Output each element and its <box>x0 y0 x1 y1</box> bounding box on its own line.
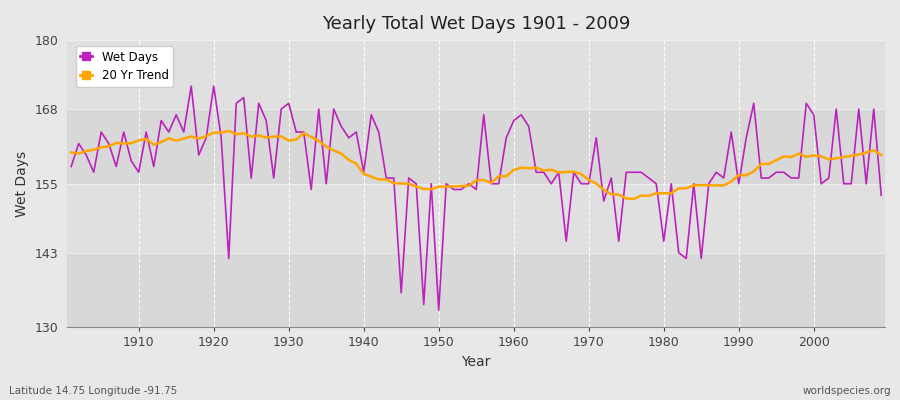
X-axis label: Year: Year <box>462 355 490 369</box>
Bar <box>68 184 885 253</box>
Bar <box>68 109 885 184</box>
Text: worldspecies.org: worldspecies.org <box>803 386 891 396</box>
Title: Yearly Total Wet Days 1901 - 2009: Yearly Total Wet Days 1901 - 2009 <box>322 15 630 33</box>
Y-axis label: Wet Days: Wet Days <box>15 151 29 217</box>
Bar <box>68 253 885 328</box>
Text: Latitude 14.75 Longitude -91.75: Latitude 14.75 Longitude -91.75 <box>9 386 177 396</box>
Bar <box>68 40 885 109</box>
Legend: Wet Days, 20 Yr Trend: Wet Days, 20 Yr Trend <box>76 46 174 87</box>
